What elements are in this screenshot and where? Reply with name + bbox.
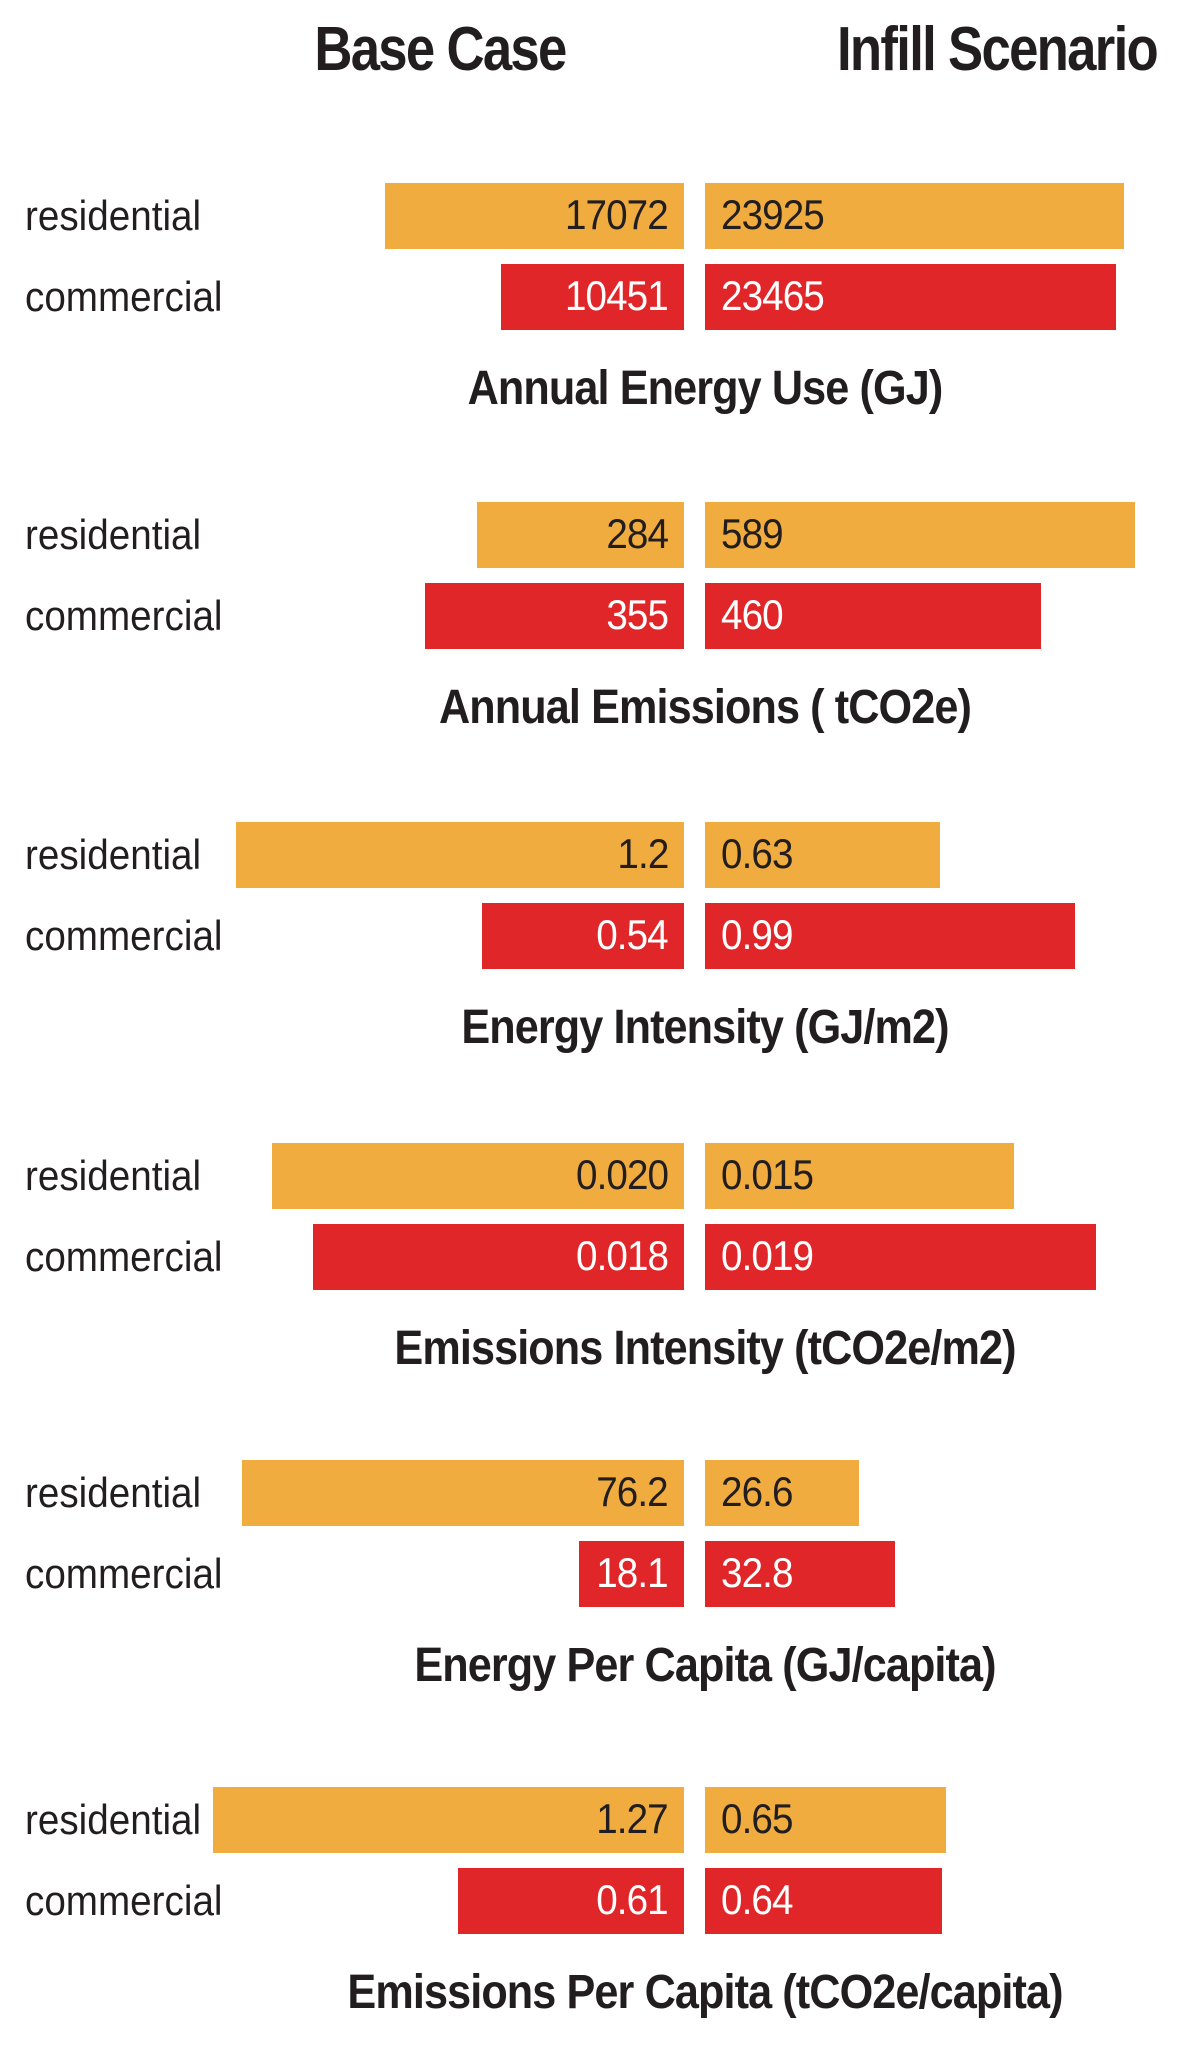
bar-value: 0.99	[721, 911, 793, 959]
column-header-base-case: Base Case	[314, 15, 567, 84]
row-label-commercial: commercial	[25, 1877, 223, 1924]
bar-infill-scenario-residential: 0.015	[705, 1143, 1014, 1209]
column-header-infill-scenario: Infill Scenario	[836, 15, 1159, 84]
bar-value: 0.61	[596, 1876, 668, 1924]
section-title: Annual Energy Use (GJ)	[467, 362, 944, 415]
bar-value: 23465	[721, 272, 825, 320]
bar-base-case-commercial: 18.1	[579, 1541, 684, 1607]
section-title: Energy Intensity (GJ/m2)	[461, 1001, 949, 1054]
section-title: Emissions Per Capita (tCO2e/capita)	[347, 1966, 1063, 2019]
bar-value: 284	[606, 510, 669, 558]
bar-base-case-residential: 0.020	[272, 1143, 684, 1209]
bar-value: 0.54	[596, 911, 668, 959]
bar-value: 460	[721, 591, 784, 639]
bar-infill-scenario-residential: 23925	[705, 183, 1124, 249]
bar-base-case-residential: 1.27	[213, 1787, 684, 1853]
section-title: Emissions Intensity (tCO2e/m2)	[394, 1322, 1016, 1375]
row-label-commercial: commercial	[25, 1550, 223, 1597]
bar-infill-scenario-residential: 0.63	[705, 822, 940, 888]
row-label-commercial: commercial	[25, 273, 223, 320]
bar-infill-scenario-commercial: 0.64	[705, 1868, 942, 1934]
bar-value: 589	[721, 510, 784, 558]
bar-value: 0.019	[721, 1232, 814, 1280]
section-title: Annual Emissions ( tCO2e)	[438, 681, 972, 734]
bar-value: 0.65	[721, 1795, 793, 1843]
bar-infill-scenario-commercial: 0.019	[705, 1224, 1096, 1290]
bar-value: 32.8	[721, 1549, 793, 1597]
bar-value: 26.6	[721, 1468, 793, 1516]
row-label-commercial: commercial	[25, 912, 223, 959]
bar-infill-scenario-commercial: 460	[705, 583, 1041, 649]
section-title: Energy Per Capita (GJ/capita)	[414, 1639, 996, 1692]
bar-value: 0.018	[575, 1232, 669, 1280]
row-label-residential: residential	[25, 511, 202, 558]
bar-base-case-residential: 17072	[385, 183, 684, 249]
row-label-residential: residential	[25, 1796, 202, 1843]
bar-infill-scenario-residential: 589	[705, 502, 1135, 568]
bar-infill-scenario-commercial: 0.99	[705, 903, 1075, 969]
bar-base-case-commercial: 10451	[501, 264, 684, 330]
bar-value: 17072	[565, 191, 669, 239]
bar-value: 0.63	[721, 830, 793, 878]
bar-value: 23925	[721, 191, 825, 239]
bar-value: 1.2	[617, 830, 669, 878]
bar-base-case-commercial: 0.54	[482, 903, 684, 969]
bar-base-case-commercial: 0.018	[313, 1224, 684, 1290]
bar-infill-scenario-commercial: 23465	[705, 264, 1116, 330]
row-label-residential: residential	[25, 1469, 202, 1516]
row-label-residential: residential	[25, 831, 202, 878]
bar-value: 10451	[565, 272, 669, 320]
bar-value: 0.64	[721, 1876, 793, 1924]
bar-base-case-residential: 76.2	[242, 1460, 684, 1526]
bar-infill-scenario-commercial: 32.8	[705, 1541, 895, 1607]
bar-base-case-commercial: 355	[425, 583, 684, 649]
bar-base-case-residential: 1.2	[236, 822, 684, 888]
row-label-commercial: commercial	[25, 592, 223, 639]
row-label-commercial: commercial	[25, 1233, 223, 1280]
row-label-residential: residential	[25, 192, 202, 239]
bar-infill-scenario-residential: 26.6	[705, 1460, 859, 1526]
bar-base-case-commercial: 0.61	[458, 1868, 684, 1934]
bar-value: 0.015	[721, 1151, 814, 1199]
bar-infill-scenario-residential: 0.65	[705, 1787, 946, 1853]
bar-value: 18.1	[596, 1549, 668, 1597]
bar-value: 0.020	[575, 1151, 669, 1199]
row-label-residential: residential	[25, 1152, 202, 1199]
bar-base-case-residential: 284	[477, 502, 684, 568]
bar-value: 76.2	[596, 1468, 668, 1516]
bar-value: 355	[606, 591, 669, 639]
bar-value: 1.27	[596, 1795, 668, 1843]
